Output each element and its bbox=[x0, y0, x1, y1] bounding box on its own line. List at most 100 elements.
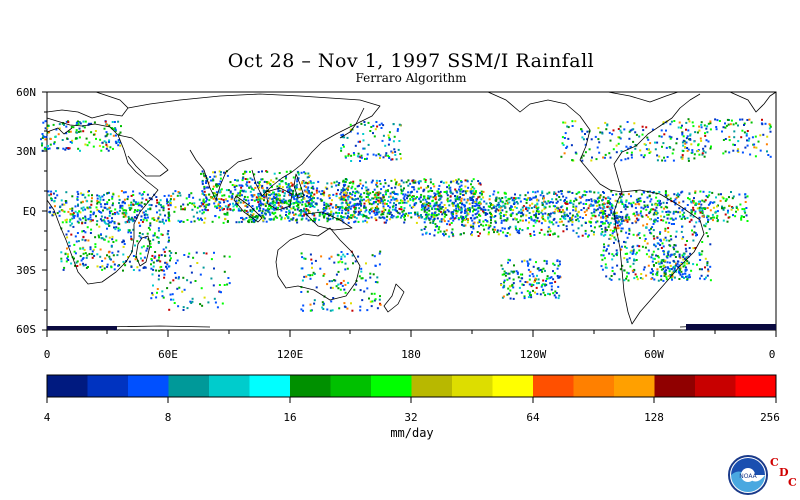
rain-pixel bbox=[322, 208, 325, 211]
rain-pixel bbox=[63, 210, 66, 213]
rain-pixel bbox=[665, 269, 668, 272]
rain-pixel bbox=[370, 126, 373, 128]
rain-pixel bbox=[227, 189, 230, 192]
rain-pixel bbox=[335, 204, 338, 207]
rain-pixel bbox=[238, 194, 241, 197]
rain-pixel bbox=[670, 120, 673, 123]
rain-pixel bbox=[687, 276, 690, 279]
rain-pixel bbox=[477, 235, 480, 237]
rain-pixel bbox=[681, 254, 684, 257]
rain-pixel bbox=[598, 151, 601, 154]
rain-pixel bbox=[220, 188, 223, 191]
rain-pixel bbox=[155, 196, 158, 198]
rain-pixel bbox=[340, 202, 343, 205]
rain-pixel bbox=[493, 231, 495, 234]
rain-pixel bbox=[78, 217, 81, 220]
rain-pixel bbox=[523, 259, 526, 262]
rain-pixel bbox=[308, 174, 311, 177]
rain-pixel bbox=[352, 204, 355, 207]
rain-pixel bbox=[360, 267, 363, 270]
rain-pixel bbox=[235, 205, 238, 208]
rain-pixel bbox=[122, 191, 125, 194]
rain-pixel bbox=[666, 217, 669, 220]
rain-pixel bbox=[218, 290, 221, 293]
rain-pixel bbox=[122, 209, 125, 212]
rain-pixel bbox=[496, 229, 499, 232]
rain-pixel bbox=[507, 197, 510, 200]
rain-pixel bbox=[297, 206, 300, 209]
rain-pixel bbox=[655, 196, 658, 199]
rain-pixel bbox=[284, 177, 287, 180]
rain-pixel bbox=[536, 274, 538, 277]
rain-pixel bbox=[203, 187, 206, 190]
rain-pixel bbox=[323, 204, 326, 206]
rain-pixel bbox=[79, 247, 82, 250]
rain-pixel bbox=[673, 223, 675, 225]
rain-pixel bbox=[246, 213, 249, 216]
rain-pixel bbox=[513, 264, 515, 267]
rain-pixel bbox=[674, 198, 677, 201]
rain-pixel bbox=[400, 179, 403, 182]
rain-pixel bbox=[700, 203, 703, 206]
rain-pixel bbox=[403, 216, 406, 219]
rain-pixel bbox=[637, 233, 640, 236]
rain-pixel bbox=[229, 203, 231, 206]
rain-pixel bbox=[692, 215, 695, 218]
rain-pixel bbox=[301, 182, 304, 185]
rain-pixel bbox=[105, 141, 108, 144]
rain-pixel bbox=[422, 198, 425, 201]
rain-pixel bbox=[359, 140, 361, 143]
rain-pixel bbox=[476, 212, 479, 215]
rain-pixel bbox=[141, 259, 144, 262]
rain-pixel bbox=[328, 207, 331, 210]
rain-pixel bbox=[636, 278, 639, 281]
rain-pixel bbox=[504, 196, 507, 199]
rain-pixel bbox=[76, 265, 79, 267]
north-america-coast bbox=[487, 91, 701, 193]
rain-pixel bbox=[159, 204, 162, 206]
rain-pixel bbox=[369, 276, 372, 279]
rain-pixel bbox=[503, 227, 506, 230]
rain-pixel bbox=[433, 192, 436, 195]
rain-pixel bbox=[656, 159, 659, 162]
rain-pixel bbox=[326, 308, 329, 311]
rain-pixel bbox=[581, 136, 584, 139]
rain-pixel bbox=[503, 281, 505, 284]
rain-pixel bbox=[339, 198, 342, 201]
rain-pixel bbox=[257, 198, 260, 201]
rain-pixel bbox=[322, 302, 325, 305]
rain-pixel bbox=[108, 214, 111, 217]
rain-pixel bbox=[645, 253, 648, 256]
rain-pixel bbox=[87, 266, 89, 268]
rain-pixel bbox=[322, 194, 325, 197]
rain-pixel bbox=[375, 182, 378, 184]
rain-pixel bbox=[296, 178, 299, 181]
rain-pixel bbox=[200, 287, 203, 290]
rain-pixel bbox=[330, 185, 333, 188]
rain-pixel bbox=[645, 148, 648, 151]
rain-pixel bbox=[79, 255, 82, 258]
rain-pixel bbox=[479, 182, 482, 185]
japan-coast bbox=[339, 107, 365, 139]
rain-pixel bbox=[322, 308, 325, 310]
rain-pixel bbox=[599, 194, 602, 197]
rain-pixel bbox=[534, 191, 537, 194]
rain-pixel bbox=[532, 190, 534, 193]
rain-pixel bbox=[65, 218, 68, 221]
rain-pixel bbox=[182, 220, 185, 223]
rain-pixel bbox=[656, 200, 659, 203]
rain-pixel bbox=[49, 138, 52, 140]
rain-pixel bbox=[566, 125, 569, 128]
rain-pixel bbox=[400, 208, 403, 211]
rain-pixel bbox=[450, 231, 453, 234]
rain-pixel bbox=[608, 223, 611, 226]
rain-pixel bbox=[67, 255, 69, 258]
rain-pixel bbox=[598, 225, 601, 228]
rain-pixel bbox=[643, 154, 646, 157]
rain-pixel bbox=[163, 222, 165, 225]
rain-pixel bbox=[281, 201, 284, 204]
rain-pixel bbox=[255, 218, 258, 221]
rain-pixel bbox=[464, 185, 467, 188]
rain-pixel bbox=[527, 264, 529, 267]
rain-pixel bbox=[410, 190, 413, 193]
